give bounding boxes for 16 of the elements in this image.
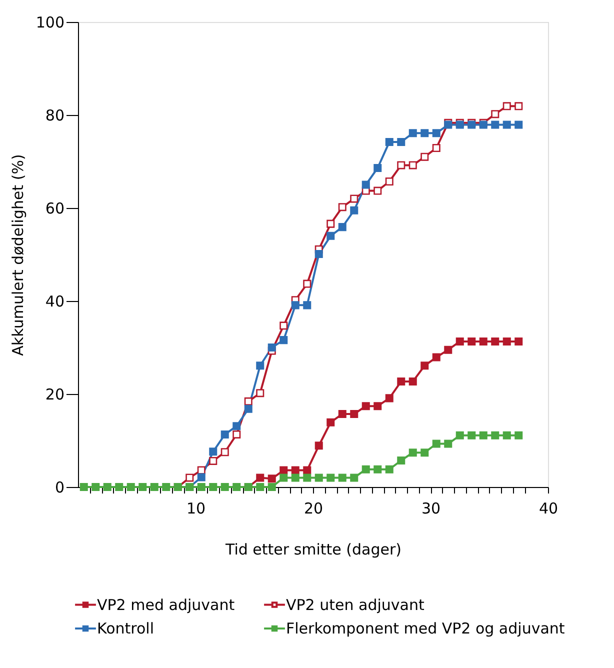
y-tick-label: 60	[45, 200, 64, 218]
x-tick-label: 10	[186, 500, 206, 518]
x-tick-label: 30	[421, 500, 441, 518]
y-tick-label: 20	[45, 386, 64, 404]
x-axis-title: Tid etter smitte (dager)	[224, 540, 402, 558]
y-tick-label: 100	[36, 14, 64, 32]
legend-label: Kontroll	[97, 620, 154, 638]
x-tick-label: 40	[538, 500, 558, 518]
legend-label: Flerkomponent med VP2 og adjuvant	[286, 620, 565, 638]
y-tick-label: 80	[45, 106, 64, 124]
y-axis-title: Akkumulert dødelighet (%)	[8, 154, 27, 356]
y-tick-label: 40	[45, 292, 64, 310]
legend-label: VP2 med adjuvant	[97, 596, 235, 614]
legend-label: VP2 uten adjuvant	[286, 596, 424, 614]
x-tick-label: 20	[304, 500, 324, 518]
y-tick-label: 0	[54, 478, 64, 496]
